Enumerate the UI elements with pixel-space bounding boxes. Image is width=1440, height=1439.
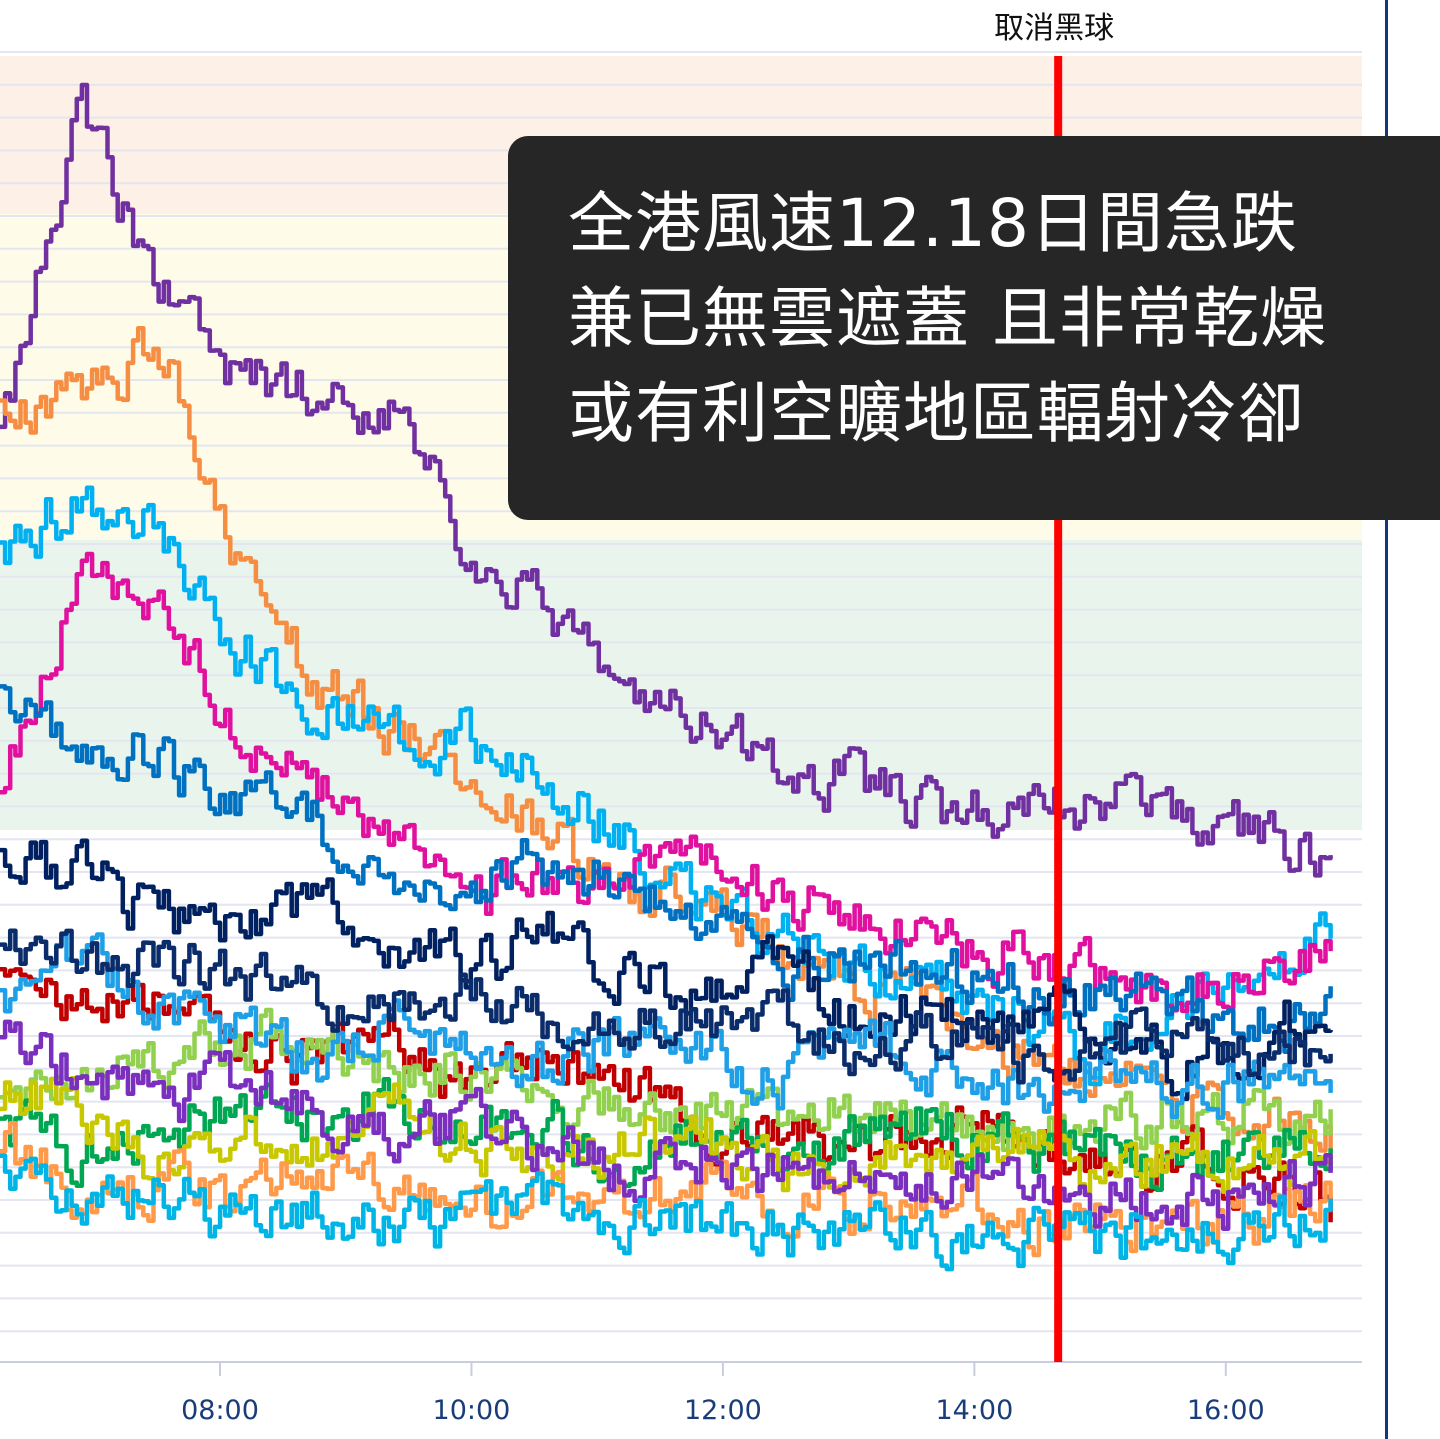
series-line-7 (0, 966, 1333, 1223)
caption-line-3: 或有利空曠地區輻射冷卻 (568, 375, 1305, 452)
series-line-10 (0, 1076, 1333, 1196)
series-line-14 (0, 928, 1333, 1085)
series-group (0, 82, 1333, 1272)
x-tick-label: 08:00 (181, 1395, 259, 1426)
x-tick-label: 14:00 (935, 1395, 1013, 1426)
caption-box: 全港風速12.18日間急跌 兼已無雲遮蓋 且非常乾燥 或有利空曠地區輻射冷卻 (508, 136, 1440, 520)
series-line-3 (0, 485, 1333, 1087)
caption-line-1: 全港風速12.18日間急跌 (568, 185, 1298, 262)
series-line-1 (0, 82, 1333, 878)
series-line-8 (0, 1007, 1333, 1156)
series-line-2 (0, 325, 1333, 1153)
caption-line-2: 兼已無雲遮蓋 且非常乾燥 (568, 280, 1327, 357)
series-line-11 (0, 932, 1333, 1120)
band-lower (0, 540, 1362, 830)
series-line-15 (0, 1153, 1333, 1272)
marker-label: 取消黑球 (994, 11, 1114, 46)
x-tick-label: 10:00 (433, 1395, 511, 1426)
series-line-5 (0, 684, 1333, 1054)
x-tick-label: 16:00 (1187, 1395, 1265, 1426)
frame-border (1385, 0, 1388, 1439)
x-tick-label: 12:00 (684, 1395, 762, 1426)
series-line-13 (0, 1019, 1333, 1231)
x-axis-ticks: 08:00 10:00 12:00 14:00 16:00 (181, 1362, 1265, 1426)
